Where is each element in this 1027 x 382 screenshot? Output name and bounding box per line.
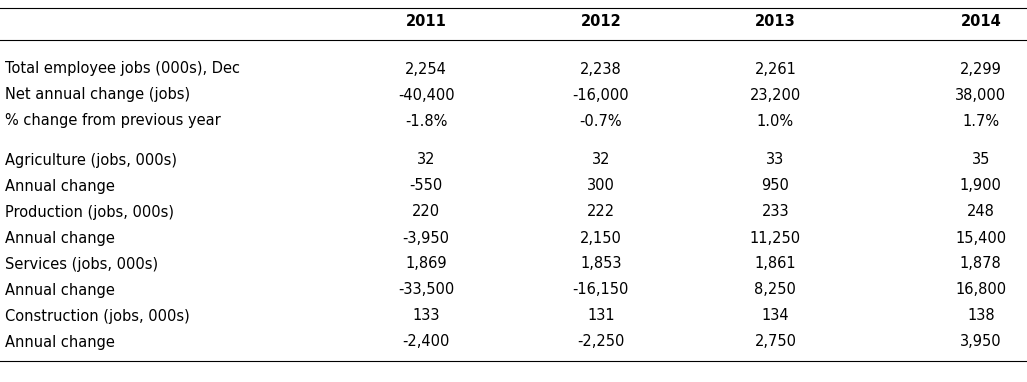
Text: 950: 950 xyxy=(761,178,790,194)
Text: 2,254: 2,254 xyxy=(406,62,447,76)
Text: 1,869: 1,869 xyxy=(406,256,447,272)
Text: Annual change: Annual change xyxy=(5,283,115,298)
Text: 220: 220 xyxy=(412,204,441,220)
Text: Annual change: Annual change xyxy=(5,230,115,246)
Text: 2,299: 2,299 xyxy=(960,62,1001,76)
Text: 23,200: 23,200 xyxy=(750,87,801,102)
Text: 35: 35 xyxy=(972,152,990,167)
Text: Production (jobs, 000s): Production (jobs, 000s) xyxy=(5,204,175,220)
Text: 2,750: 2,750 xyxy=(755,335,796,350)
Text: 2013: 2013 xyxy=(755,15,796,29)
Text: 11,250: 11,250 xyxy=(750,230,801,246)
Text: Agriculture (jobs, 000s): Agriculture (jobs, 000s) xyxy=(5,152,177,167)
Text: 222: 222 xyxy=(586,204,615,220)
Text: -16,000: -16,000 xyxy=(572,87,630,102)
Text: 2,238: 2,238 xyxy=(580,62,621,76)
Text: -2,250: -2,250 xyxy=(577,335,624,350)
Text: 38,000: 38,000 xyxy=(955,87,1006,102)
Text: -550: -550 xyxy=(410,178,443,194)
Text: 134: 134 xyxy=(762,309,789,324)
Text: 2,150: 2,150 xyxy=(580,230,621,246)
Text: -40,400: -40,400 xyxy=(397,87,455,102)
Text: Construction (jobs, 000s): Construction (jobs, 000s) xyxy=(5,309,190,324)
Text: 16,800: 16,800 xyxy=(955,283,1006,298)
Text: 33: 33 xyxy=(766,152,785,167)
Text: 8,250: 8,250 xyxy=(755,283,796,298)
Text: -33,500: -33,500 xyxy=(398,283,454,298)
Text: 2011: 2011 xyxy=(406,15,447,29)
Text: 1,853: 1,853 xyxy=(580,256,621,272)
Text: 133: 133 xyxy=(413,309,440,324)
Text: Total employee jobs (000s), Dec: Total employee jobs (000s), Dec xyxy=(5,62,240,76)
Text: 32: 32 xyxy=(417,152,435,167)
Text: Annual change: Annual change xyxy=(5,178,115,194)
Text: 248: 248 xyxy=(966,204,995,220)
Text: % change from previous year: % change from previous year xyxy=(5,113,221,128)
Text: -1.8%: -1.8% xyxy=(405,113,448,128)
Text: -2,400: -2,400 xyxy=(403,335,450,350)
Text: Net annual change (jobs): Net annual change (jobs) xyxy=(5,87,190,102)
Text: 3,950: 3,950 xyxy=(960,335,1001,350)
Text: 32: 32 xyxy=(592,152,610,167)
Text: 2014: 2014 xyxy=(960,15,1001,29)
Text: -3,950: -3,950 xyxy=(403,230,450,246)
Text: 15,400: 15,400 xyxy=(955,230,1006,246)
Text: 1,861: 1,861 xyxy=(755,256,796,272)
Text: -0.7%: -0.7% xyxy=(579,113,622,128)
Text: 131: 131 xyxy=(587,309,614,324)
Text: 2012: 2012 xyxy=(580,15,621,29)
Text: 1.7%: 1.7% xyxy=(962,113,999,128)
Text: 1,900: 1,900 xyxy=(960,178,1001,194)
Text: -16,150: -16,150 xyxy=(573,283,629,298)
Text: Services (jobs, 000s): Services (jobs, 000s) xyxy=(5,256,158,272)
Text: Annual change: Annual change xyxy=(5,335,115,350)
Text: 2,261: 2,261 xyxy=(755,62,796,76)
Text: 138: 138 xyxy=(967,309,994,324)
Text: 1.0%: 1.0% xyxy=(757,113,794,128)
Text: 300: 300 xyxy=(586,178,615,194)
Text: 233: 233 xyxy=(762,204,789,220)
Text: 1,878: 1,878 xyxy=(960,256,1001,272)
